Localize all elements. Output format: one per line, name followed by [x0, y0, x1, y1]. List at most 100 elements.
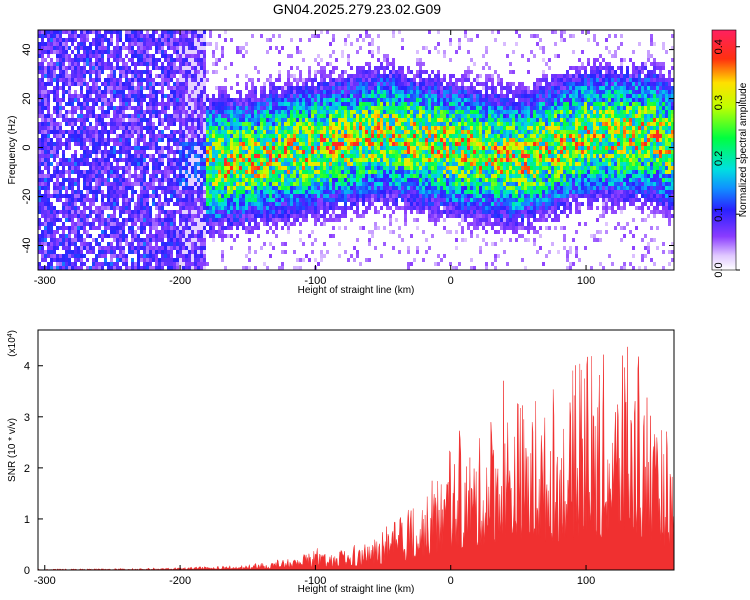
- spectrogram-cell: [101, 46, 104, 50]
- spectrogram-cell: [170, 38, 173, 42]
- spectrogram-cell: [320, 86, 323, 90]
- spectrogram-cell: [179, 202, 182, 206]
- spectrogram-cell: [140, 222, 143, 226]
- spectrogram-cell: [131, 238, 134, 242]
- spectrogram-cell: [245, 110, 248, 114]
- spectrogram-cell: [185, 102, 188, 106]
- spectrogram-cell: [326, 118, 329, 122]
- spectrogram-cell: [359, 154, 362, 158]
- spectrogram-cell: [251, 146, 254, 150]
- spectrogram-cell: [137, 158, 140, 162]
- spectrogram-cell: [137, 226, 140, 230]
- spectrogram-cell: [203, 38, 206, 42]
- spectrogram-cell: [320, 258, 323, 262]
- spectrogram-cell: [152, 250, 155, 254]
- spectrogram-cell: [107, 38, 110, 42]
- spectrogram-cell: [359, 74, 362, 78]
- spectrogram-cell: [311, 130, 314, 134]
- spectrogram-cell: [182, 134, 185, 138]
- spectrogram-cell: [182, 150, 185, 154]
- spectrogram-cell: [188, 198, 191, 202]
- spectrogram-cell: [317, 98, 320, 102]
- spectrogram-cell: [170, 162, 173, 166]
- spectrogram-cell: [155, 226, 158, 230]
- spectrogram-cell: [119, 250, 122, 254]
- spectrogram-cell: [188, 86, 191, 90]
- spectrogram-cell: [317, 162, 320, 166]
- spectrogram-cell: [338, 126, 341, 130]
- spectrogram-cell: [173, 90, 176, 94]
- spectrogram-cell: [56, 50, 59, 54]
- spectrogram-cell: [164, 246, 167, 250]
- spectrogram-cell: [359, 106, 362, 110]
- spectrogram-cell: [143, 266, 146, 270]
- spectrogram-cell: [365, 166, 368, 170]
- spectrogram-cell: [230, 174, 233, 178]
- spectrogram-cell: [86, 170, 89, 174]
- spectrogram-cell: [302, 134, 305, 138]
- spectrogram-cell: [233, 170, 236, 174]
- spectrogram-cell: [356, 158, 359, 162]
- spectrogram-cell: [77, 102, 80, 106]
- spectrogram-cell: [104, 254, 107, 258]
- spectrogram-cell: [362, 162, 365, 166]
- spectrogram-cell: [38, 182, 41, 186]
- spectrogram-cell: [329, 118, 332, 122]
- spectrogram-cell: [101, 118, 104, 122]
- spectrogram-cell: [119, 34, 122, 38]
- spectrogram-cell: [197, 226, 200, 230]
- spectrogram-cell: [83, 130, 86, 134]
- spectrogram-cell: [356, 190, 359, 194]
- spectrogram-cell: [218, 106, 221, 110]
- spectrogram-cell: [125, 30, 128, 34]
- spectrogram-cell: [218, 226, 221, 230]
- spectrogram-cell: [185, 50, 188, 54]
- spectrogram-cell: [209, 42, 212, 46]
- spectrogram-cell: [44, 226, 47, 230]
- spectrogram-cell: [44, 186, 47, 190]
- spectrogram-cell: [260, 86, 263, 90]
- spectrogram-cell: [200, 62, 203, 66]
- spectrogram-cell: [191, 218, 194, 222]
- spectrogram-cell: [335, 162, 338, 166]
- spectrogram-cell: [356, 162, 359, 166]
- spectrogram-cell: [107, 90, 110, 94]
- spectrogram-cell: [218, 118, 221, 122]
- spectrogram-cell: [308, 166, 311, 170]
- spectrogram-cell: [194, 246, 197, 250]
- spectrogram-cell: [224, 114, 227, 118]
- spectrogram-cell: [95, 102, 98, 106]
- spectrogram-cell: [38, 170, 41, 174]
- spectrogram-cell: [53, 254, 56, 258]
- spectrogram-cell: [221, 234, 224, 238]
- spectrogram-cell: [62, 78, 65, 82]
- spectrogram-cell: [194, 38, 197, 42]
- spectrogram-cell: [365, 182, 368, 186]
- spectrogram-cell: [41, 186, 44, 190]
- spectrogram-cell: [236, 234, 239, 238]
- spectrogram-cell: [278, 162, 281, 166]
- spectrogram-cell: [56, 130, 59, 134]
- spectrogram-cell: [296, 266, 299, 270]
- spectrogram-cell: [38, 166, 41, 170]
- spectrogram-cell: [305, 254, 308, 258]
- spectrogram-cell: [98, 150, 101, 154]
- spectrogram-cell: [149, 34, 152, 38]
- spectrogram-cell: [113, 86, 116, 90]
- spectrogram-cell: [332, 158, 335, 162]
- spectrogram-cell: [77, 230, 80, 234]
- spectrogram-cell: [158, 262, 161, 266]
- spectrogram-cell: [200, 106, 203, 110]
- spectrogram-cell: [191, 182, 194, 186]
- spectrogram-cell: [92, 114, 95, 118]
- spectrogram-cell: [275, 46, 278, 50]
- spectrogram-cell: [209, 102, 212, 106]
- spectrogram-cell: [200, 34, 203, 38]
- spectrogram-cell: [209, 142, 212, 146]
- spectrogram-cell: [284, 174, 287, 178]
- spectrogram-cell: [143, 214, 146, 218]
- spectrogram-cell: [77, 34, 80, 38]
- spectrogram-cell: [182, 226, 185, 230]
- spectrogram-cell: [287, 98, 290, 102]
